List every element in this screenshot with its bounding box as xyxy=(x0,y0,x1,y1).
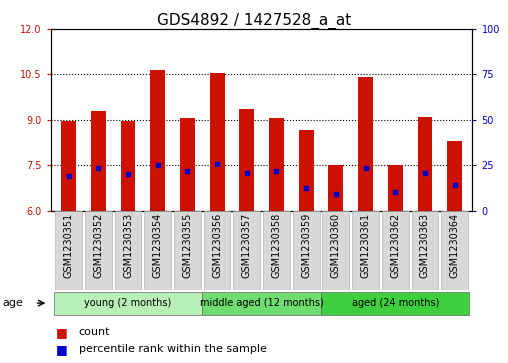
FancyBboxPatch shape xyxy=(85,211,112,290)
Bar xyxy=(91,111,106,211)
FancyBboxPatch shape xyxy=(202,292,321,314)
FancyBboxPatch shape xyxy=(293,211,320,290)
Text: GSM1230364: GSM1230364 xyxy=(450,213,460,278)
Bar xyxy=(269,118,284,211)
FancyBboxPatch shape xyxy=(204,211,231,290)
FancyBboxPatch shape xyxy=(54,292,202,314)
Bar xyxy=(388,165,403,211)
Text: GSM1230360: GSM1230360 xyxy=(331,213,341,278)
Text: middle aged (12 months): middle aged (12 months) xyxy=(200,298,324,307)
FancyBboxPatch shape xyxy=(144,211,171,290)
Text: GDS4892 / 1427528_a_at: GDS4892 / 1427528_a_at xyxy=(157,13,351,29)
FancyBboxPatch shape xyxy=(174,211,201,290)
Bar xyxy=(150,70,165,211)
FancyBboxPatch shape xyxy=(323,211,349,290)
Text: GSM1230363: GSM1230363 xyxy=(420,213,430,278)
Bar xyxy=(447,141,462,211)
Bar xyxy=(329,165,343,211)
Text: GSM1230359: GSM1230359 xyxy=(301,213,311,278)
Bar xyxy=(299,130,313,211)
Text: GSM1230354: GSM1230354 xyxy=(153,213,163,278)
FancyBboxPatch shape xyxy=(352,211,379,290)
Text: age: age xyxy=(3,298,23,308)
Bar xyxy=(418,117,432,211)
Text: count: count xyxy=(79,327,110,337)
Text: young (2 months): young (2 months) xyxy=(84,298,172,307)
FancyBboxPatch shape xyxy=(411,211,438,290)
Text: GSM1230351: GSM1230351 xyxy=(64,213,74,278)
Text: percentile rank within the sample: percentile rank within the sample xyxy=(79,344,267,354)
FancyBboxPatch shape xyxy=(382,211,408,290)
Bar xyxy=(239,109,254,211)
Text: ■: ■ xyxy=(56,343,68,356)
Text: GSM1230362: GSM1230362 xyxy=(390,213,400,278)
FancyBboxPatch shape xyxy=(321,292,469,314)
Text: GSM1230357: GSM1230357 xyxy=(242,213,252,278)
Bar xyxy=(210,73,225,211)
FancyBboxPatch shape xyxy=(441,211,468,290)
FancyBboxPatch shape xyxy=(263,211,290,290)
Bar xyxy=(180,118,195,211)
Text: GSM1230358: GSM1230358 xyxy=(271,213,281,278)
Text: GSM1230361: GSM1230361 xyxy=(361,213,370,278)
FancyBboxPatch shape xyxy=(55,211,82,290)
FancyBboxPatch shape xyxy=(233,211,260,290)
FancyBboxPatch shape xyxy=(115,211,141,290)
Text: GSM1230356: GSM1230356 xyxy=(212,213,222,278)
Bar xyxy=(358,77,373,211)
Text: ■: ■ xyxy=(56,326,68,339)
Text: GSM1230355: GSM1230355 xyxy=(182,213,193,278)
Bar xyxy=(120,121,136,211)
Text: GSM1230353: GSM1230353 xyxy=(123,213,133,278)
Text: aged (24 months): aged (24 months) xyxy=(352,298,439,307)
Bar xyxy=(61,121,76,211)
Text: GSM1230352: GSM1230352 xyxy=(93,213,103,278)
